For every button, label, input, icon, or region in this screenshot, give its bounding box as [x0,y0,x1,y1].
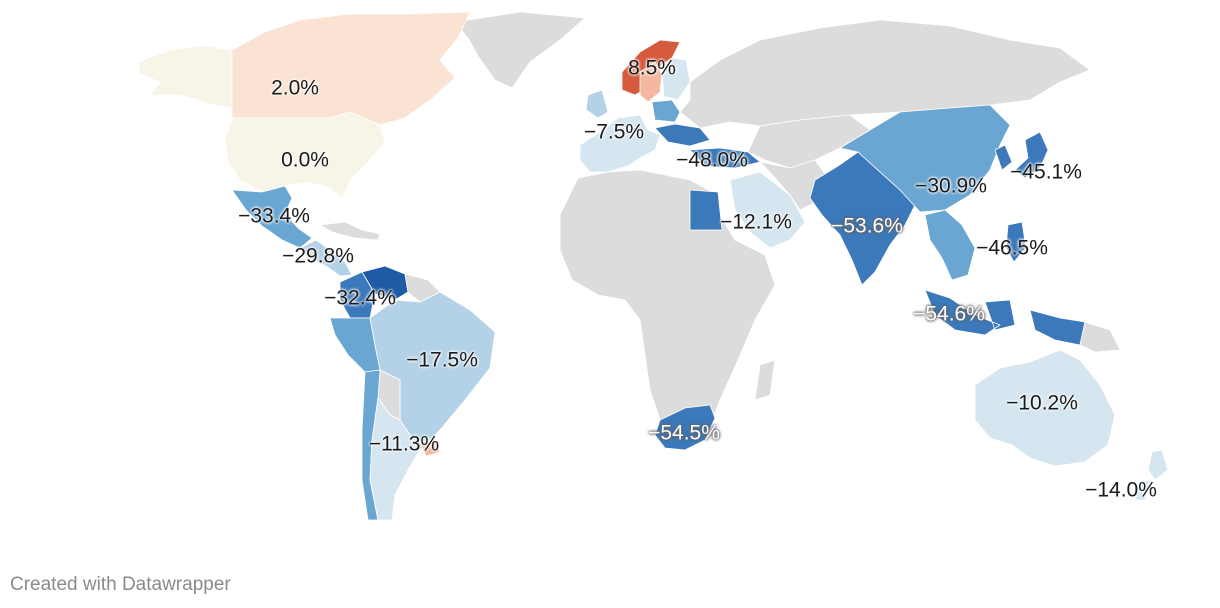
region-usa[interactable] [224,111,386,199]
label-southeast-asia: −46.5% [976,236,1048,260]
label-norway: 8.5% [628,56,676,80]
label-canada: 2.0% [271,76,319,100]
region-eastern-europe[interactable] [654,123,711,147]
label-eastern-europe: −48.0% [676,148,748,172]
label-new-zealand: −14.0% [1085,478,1157,502]
region-madagascar[interactable] [754,359,776,401]
region-greenland[interactable] [454,11,586,89]
region-caribbean[interactable] [319,221,381,241]
region-alaska[interactable] [137,45,233,109]
region-finland[interactable] [661,57,691,101]
region-central-asia[interactable] [747,114,871,169]
label-argentina: −11.3% [368,432,440,456]
label-middle-east: −12.1% [720,210,792,234]
region-china[interactable] [839,104,1011,213]
region-korea[interactable] [994,144,1013,171]
region-new-zealand[interactable] [1134,449,1169,501]
region-argentina[interactable] [369,397,421,521]
region-southeast-asia[interactable] [924,209,976,281]
label-western-europe: −7.5% [583,120,645,144]
label-south-africa: −54.5% [648,421,720,445]
region-papua-new-guinea[interactable] [1079,321,1121,353]
region-philippines[interactable] [1005,221,1027,263]
region-egypt[interactable] [689,189,723,231]
world-choropleth-map [137,11,1169,521]
label-china: −30.9% [915,174,987,198]
label-central-america: −29.8% [282,244,354,268]
region-russia[interactable] [679,19,1091,129]
datawrapper-credit[interactable]: Created with Datawrapper [10,574,231,595]
label-usa: 0.0% [281,148,329,172]
label-japan: −45.1% [1010,160,1082,184]
region-arabia[interactable] [729,171,806,249]
region-sweden[interactable] [639,61,663,103]
label-colombia: −32.4% [324,286,396,310]
region-south-africa[interactable] [654,404,716,451]
region-western-europe[interactable] [579,114,661,173]
label-indonesia: −54.6% [913,302,985,326]
label-brazil: −17.5% [406,348,478,372]
label-india: −53.6% [831,214,903,238]
label-mexico: −33.4% [238,204,310,228]
label-australia: −10.2% [1006,391,1078,415]
region-poland[interactable] [651,99,681,123]
region-canada[interactable] [231,11,471,126]
region-mexico[interactable] [231,185,313,249]
region-uk[interactable] [585,89,609,119]
region-central-america[interactable] [299,239,353,277]
region-australia[interactable] [974,349,1116,467]
region-japan[interactable] [1014,131,1049,179]
region-uruguay[interactable] [419,439,441,457]
